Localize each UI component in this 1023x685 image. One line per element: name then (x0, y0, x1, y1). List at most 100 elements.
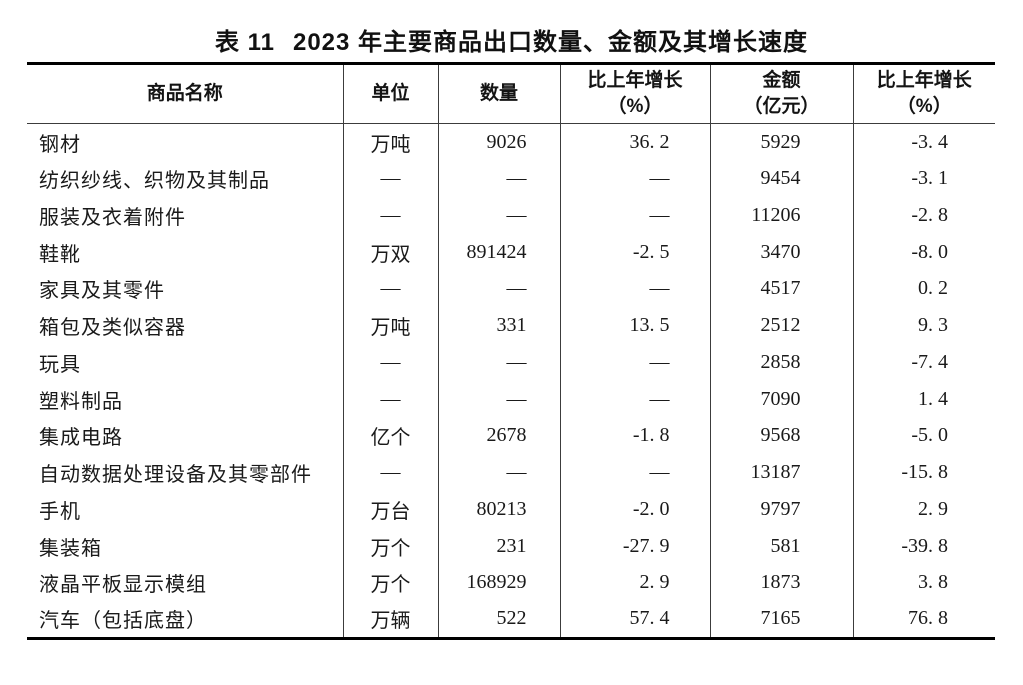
cell-value-growth: -8. 0 (852, 233, 995, 271)
cell-unit: — (342, 160, 438, 197)
cell-name: 服装及衣着附件 (39, 206, 186, 229)
cell-name: 集装箱 (39, 537, 102, 560)
cell-qty-growth: 36. 2 (559, 123, 710, 161)
header-sublabel: （亿元） (743, 96, 820, 117)
cell-value-growth: -3. 1 (852, 160, 995, 197)
cell-value-growth: 3. 8 (852, 564, 995, 602)
table-title-text: 2023 年主要商品出口数量、金额及其增长速度 (292, 29, 809, 56)
cell-qty-growth: — (559, 454, 710, 491)
cell-name: 自动数据处理设备及其零部件 (39, 464, 312, 487)
cell-quantity: 2678 (437, 417, 560, 455)
cell-value-growth: 2. 9 (852, 491, 995, 528)
cell-qty-growth: — (559, 270, 710, 308)
cell-unit: 万吨 (342, 123, 438, 161)
cell-name: 集成电路 (39, 427, 123, 450)
cell-value: 13187 (709, 454, 853, 491)
cell-quantity: — (437, 380, 560, 418)
cell-value: 2512 (709, 307, 853, 344)
cell-unit: 万台 (342, 491, 438, 528)
cell-name: 手机 (39, 500, 81, 523)
cell-value-growth: -15. 8 (852, 454, 995, 491)
cell-qty-growth: -2. 5 (559, 233, 710, 271)
cell-value: 11206 (709, 197, 853, 234)
header-label: 比上年增长 (876, 70, 972, 91)
cell-qty-growth: -2. 0 (559, 491, 710, 528)
cell-unit: 万个 (342, 564, 438, 602)
header-cell-value: 金额 （亿元） (709, 63, 853, 124)
header-label: 商品名称 (146, 83, 223, 104)
cell-value-growth: 9. 3 (852, 307, 995, 344)
cell-name: 箱包及类似容器 (39, 317, 186, 340)
cell-value-growth: 1. 4 (852, 380, 995, 418)
table-header: 商品名称 单位 数量 比上年增长 （%） 金额 （亿元） (27, 63, 995, 124)
cell-unit: — (342, 270, 438, 308)
cell-value: 9454 (709, 160, 853, 197)
cell-value-growth: 0. 2 (852, 270, 995, 308)
cell-unit: — (342, 380, 438, 418)
header-label: 数量 (479, 83, 518, 104)
cell-unit: — (342, 344, 438, 381)
header-sublabel: （%） (896, 96, 952, 117)
header-cell-quantity: 数量 (437, 63, 560, 124)
cell-unit: 万辆 (342, 601, 438, 638)
cell-qty-growth: — (559, 380, 710, 418)
cell-qty-growth: — (559, 160, 710, 197)
cell-qty-growth: 13. 5 (559, 307, 710, 344)
cell-value: 2858 (709, 344, 853, 381)
header-cell-value-growth: 比上年增长 （%） (852, 63, 995, 124)
table-row: 钢材 万吨 9026 36. 2 5929 -3. 4 (27, 123, 995, 161)
cell-value-growth: -3. 4 (852, 123, 995, 161)
table-row: 自动数据处理设备及其零部件 — — —13187 -15. 8 (27, 454, 995, 491)
cell-unit: 万双 (342, 233, 438, 271)
cell-unit: — (342, 454, 438, 491)
table-row: 箱包及类似容器 万吨 331 13. 5 2512 9. 3 (27, 307, 995, 344)
cell-value-growth: -39. 8 (852, 527, 995, 565)
cell-name: 塑料制品 (39, 390, 123, 413)
cell-value: 581 (709, 527, 853, 565)
cell-qty-growth: — (559, 344, 710, 381)
cell-value: 4517 (709, 270, 853, 308)
table-row: 集装箱 万个 231 -27. 9 581 -39. 8 (27, 527, 995, 565)
table-row: 服装及衣着附件 — — —11206 -2. 8 (27, 197, 995, 234)
cell-quantity: 9026 (437, 123, 560, 161)
cell-value-growth: -2. 8 (852, 197, 995, 234)
cell-name: 液晶平板显示模组 (39, 574, 207, 597)
table-row: 纺织纱线、织物及其制品 — — —9454 -3. 1 (27, 160, 995, 197)
page-title: 表 11 2023 年主要商品出口数量、金额及其增长速度 (0, 22, 1023, 57)
cell-name: 家具及其零件 (39, 280, 165, 303)
table-row: 汽车（包括底盘） 万辆 522 57. 4 7165 76. 8 (27, 601, 995, 638)
cell-quantity: 331 (437, 307, 560, 344)
cell-value: 5929 (709, 123, 853, 161)
table-row: 玩具 — — —2858 -7. 4 (27, 344, 995, 381)
cell-quantity: 168929 (437, 564, 560, 602)
cell-value-growth: -7. 4 (852, 344, 995, 381)
cell-qty-growth: — (559, 197, 710, 234)
cell-unit: 亿个 (342, 417, 438, 455)
cell-value: 7090 (709, 380, 853, 418)
cell-value: 3470 (709, 233, 853, 271)
cell-value: 9797 (709, 491, 853, 528)
cell-quantity: — (437, 270, 560, 308)
cell-quantity: — (437, 344, 560, 381)
table-row: 家具及其零件 — — —4517 0. 2 (27, 270, 995, 308)
cell-value: 7165 (709, 601, 853, 638)
cell-quantity: 522 (437, 601, 560, 638)
cell-value-growth: -5. 0 (852, 417, 995, 455)
table-body: 钢材 万吨 9026 36. 2 5929 -3. 4 纺织纱线、织物及其制品 — — —9454… (27, 123, 995, 638)
cell-qty-growth: 57. 4 (559, 601, 710, 638)
cell-name: 钢材 (39, 133, 81, 156)
cell-quantity: — (437, 160, 560, 197)
cell-qty-growth: -27. 9 (559, 527, 710, 565)
cell-unit: 万个 (342, 527, 438, 565)
cell-value: 1873 (709, 564, 853, 602)
cell-unit: — (342, 197, 438, 234)
cell-name: 玩具 (39, 353, 81, 376)
table-number: 表 11 (214, 29, 275, 56)
header-label: 比上年增长 (587, 70, 683, 91)
table-row: 塑料制品 — — —7090 1. 4 (27, 380, 995, 418)
cell-quantity: 231 (437, 527, 560, 565)
header-cell-name: 商品名称 (27, 63, 343, 124)
header-label: 金额 (762, 70, 801, 91)
cell-qty-growth: 2. 9 (559, 564, 710, 602)
cell-value: 9568 (709, 417, 853, 455)
